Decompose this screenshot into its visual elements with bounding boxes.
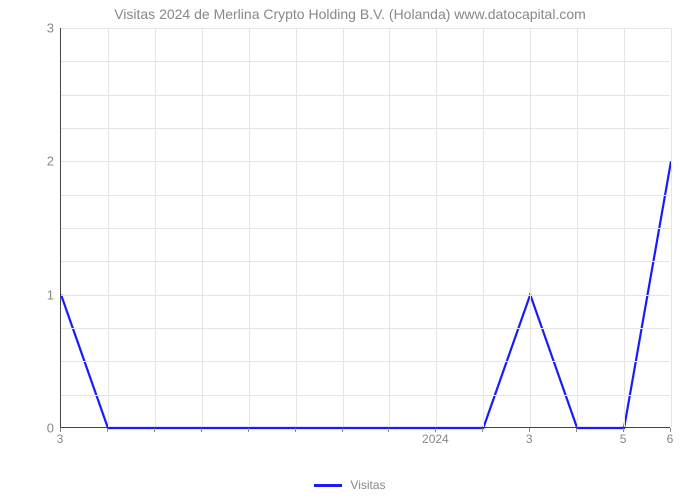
hgrid-line (61, 161, 670, 162)
plot-area (60, 28, 670, 428)
legend-label: Visitas (350, 478, 385, 492)
x-tick-mark (342, 428, 343, 432)
hgrid-line (61, 361, 670, 362)
x-tick-mark (576, 428, 577, 432)
x-tick-mark (388, 428, 389, 432)
y-tick-label: 0 (30, 421, 54, 436)
hgrid-line (61, 128, 670, 129)
hgrid-line (61, 328, 670, 329)
hgrid-line (61, 261, 670, 262)
x-tick-label: 2024 (422, 432, 449, 446)
vgrid-line (577, 28, 578, 427)
hgrid-line (61, 195, 670, 196)
hgrid-line (61, 395, 670, 396)
chart-title: Visitas 2024 de Merlina Crypto Holding B… (0, 6, 700, 22)
vgrid-line (624, 28, 625, 427)
x-tick-mark (154, 428, 155, 432)
hgrid-line (61, 95, 670, 96)
vgrid-line (343, 28, 344, 427)
x-tick-mark (201, 428, 202, 432)
x-tick-mark (248, 428, 249, 432)
hgrid-line (61, 295, 670, 296)
vgrid-line (108, 28, 109, 427)
x-tick-mark (295, 428, 296, 432)
vgrid-line (436, 28, 437, 427)
vgrid-line (671, 28, 672, 427)
hgrid-line (61, 228, 670, 229)
x-tick-label: 6 (667, 432, 674, 446)
vgrid-line (249, 28, 250, 427)
legend-swatch (314, 484, 342, 487)
vgrid-line (389, 28, 390, 427)
vgrid-line (530, 28, 531, 427)
hgrid-line (61, 28, 670, 29)
y-tick-label: 3 (30, 21, 54, 36)
x-tick-label: 5 (620, 432, 627, 446)
vgrid-line (296, 28, 297, 427)
vgrid-line (155, 28, 156, 427)
y-tick-label: 2 (30, 154, 54, 169)
vgrid-line (483, 28, 484, 427)
x-tick-mark (107, 428, 108, 432)
y-tick-label: 1 (30, 287, 54, 302)
legend: Visitas (0, 478, 700, 492)
x-tick-label: 3 (526, 432, 533, 446)
hgrid-line (61, 61, 670, 62)
x-tick-mark (482, 428, 483, 432)
vgrid-line (202, 28, 203, 427)
visits-chart: Visitas 2024 de Merlina Crypto Holding B… (0, 0, 700, 500)
x-tick-label: 3 (57, 432, 64, 446)
